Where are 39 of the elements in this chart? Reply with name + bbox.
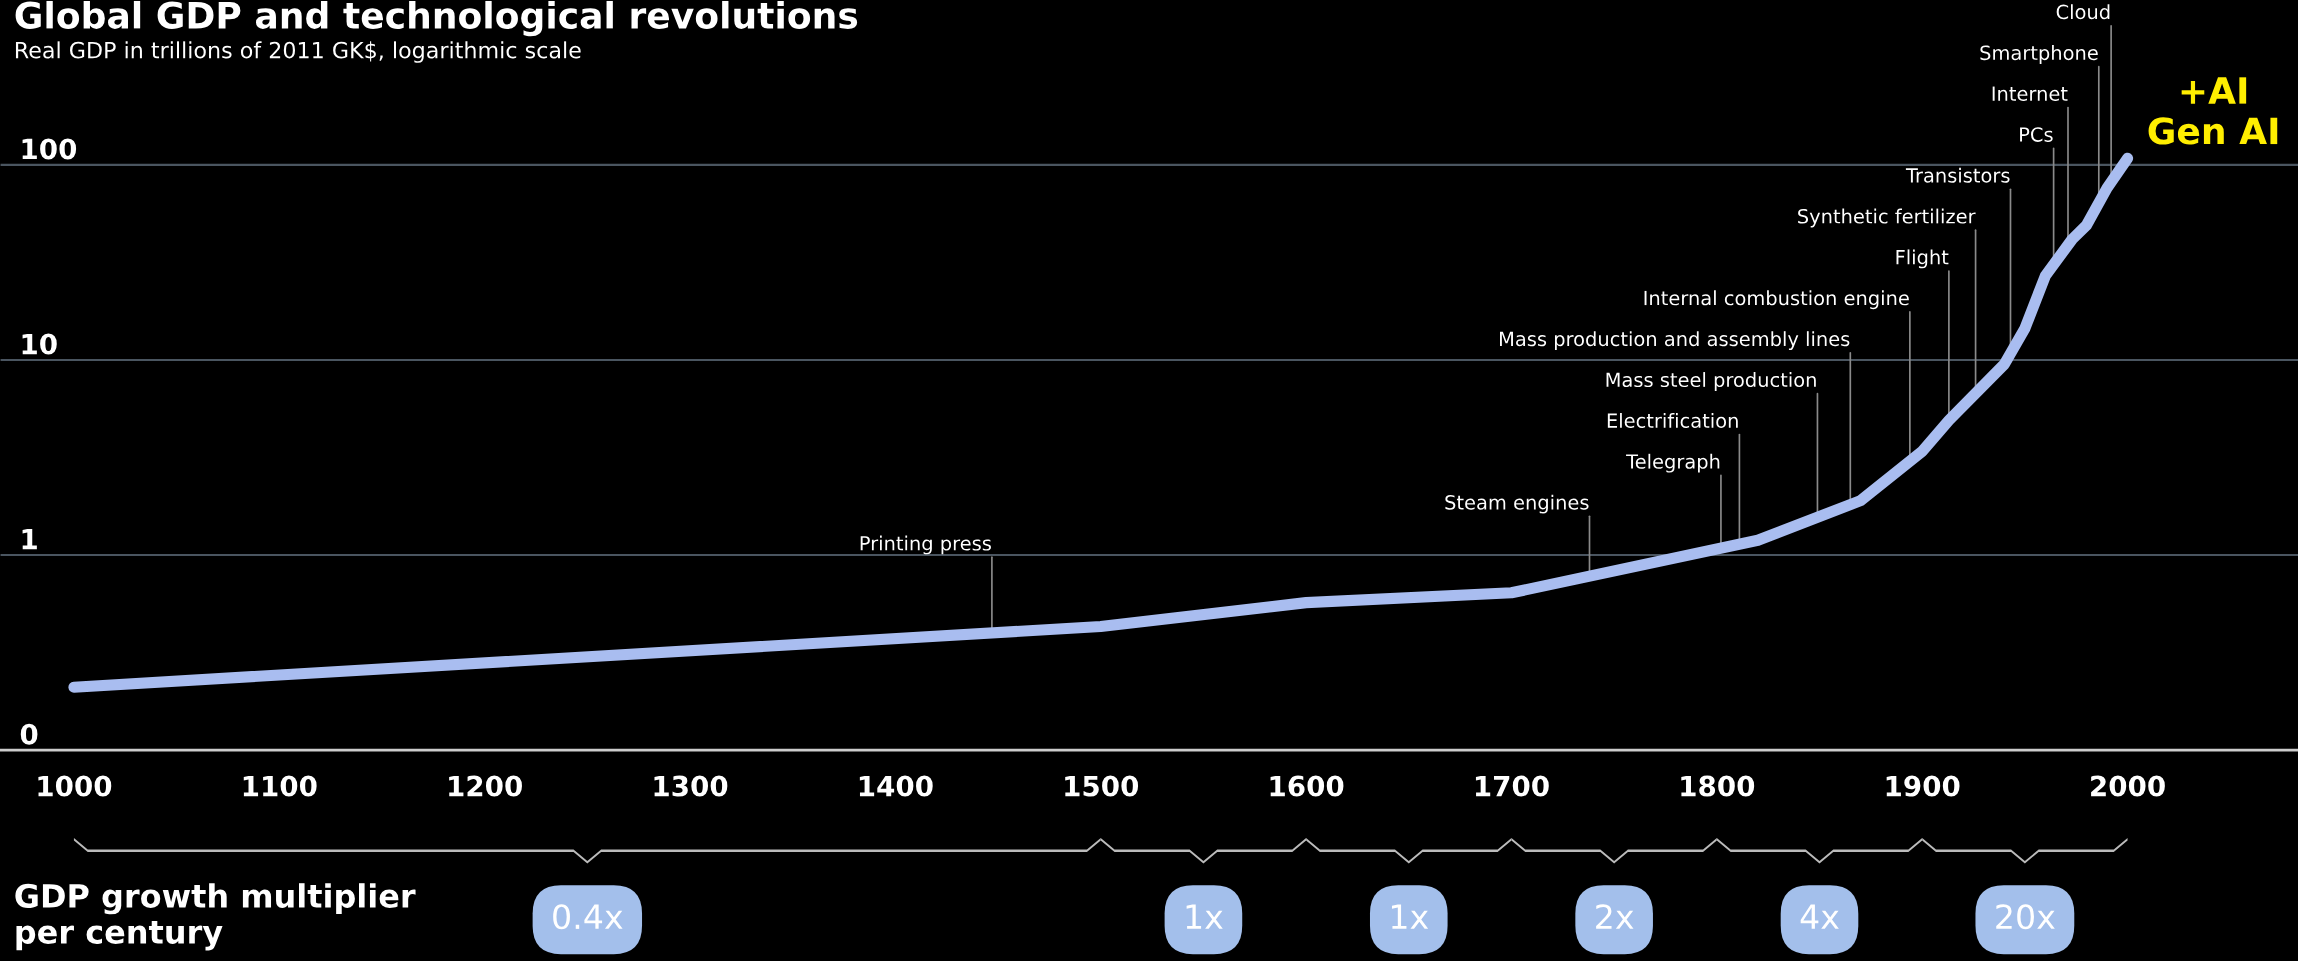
y-tick-label: 10 <box>22 333 57 355</box>
y-tick-label: 1 <box>22 528 37 550</box>
x-tick-label: 1800 <box>1681 775 1755 797</box>
text: 0.4x <box>553 904 623 930</box>
annotation: Flight <box>1896 249 1949 269</box>
annotation: Transistors <box>1905 167 2010 183</box>
text: 20x <box>1996 904 2055 930</box>
text: 2x <box>1596 904 1634 929</box>
text: Real GDP in trillions of 2011 GK$, logarithmic scale <box>15 41 581 63</box>
text: 4x <box>1800 904 1839 929</box>
chart-title: Global GDP and technological revolutions <box>15 0 858 37</box>
annotation: +AI Gen AI <box>2148 77 2278 145</box>
x-tick-label: 1500 <box>1065 775 1139 797</box>
y-tick-label: 0 <box>20 723 38 745</box>
text: 1x <box>1186 904 1223 929</box>
x-tick-label: 1700 <box>1475 775 1549 797</box>
x-tick-label: 1100 <box>243 775 317 797</box>
annotation: Mass production and assembly lines <box>1500 331 1850 351</box>
annotation: Smartphone <box>1980 45 2098 64</box>
annotation: Printing press <box>860 535 991 555</box>
annotation: Electrification <box>1607 412 1738 428</box>
x-tick-label: 1400 <box>859 775 933 797</box>
annotation: Internal combustion engine <box>1644 290 1909 310</box>
x-tick-label: 2000 <box>2091 775 2165 797</box>
annotation: Telegraph <box>1626 453 1720 473</box>
x-tick-label: 1200 <box>449 775 522 797</box>
annotation: Internet <box>1992 86 2068 102</box>
x-tick-label: 1300 <box>654 775 728 797</box>
x-tick-label: 1600 <box>1270 775 1344 797</box>
annotation: Steam engines <box>1445 494 1589 514</box>
text: 1x <box>1391 904 1429 929</box>
x-tick-label: 1000 <box>38 775 112 797</box>
annotation: Mass steel production <box>1606 372 1816 391</box>
y-tick-label: 100 <box>22 138 77 160</box>
annotation: Synthetic fertilizer <box>1798 208 1976 228</box>
x-tick-label: 1900 <box>1886 775 1960 797</box>
annotation: PCs <box>2020 127 2053 142</box>
text: GDP growth multiplier per century <box>15 883 416 951</box>
annotation: Cloud <box>2056 4 2110 20</box>
